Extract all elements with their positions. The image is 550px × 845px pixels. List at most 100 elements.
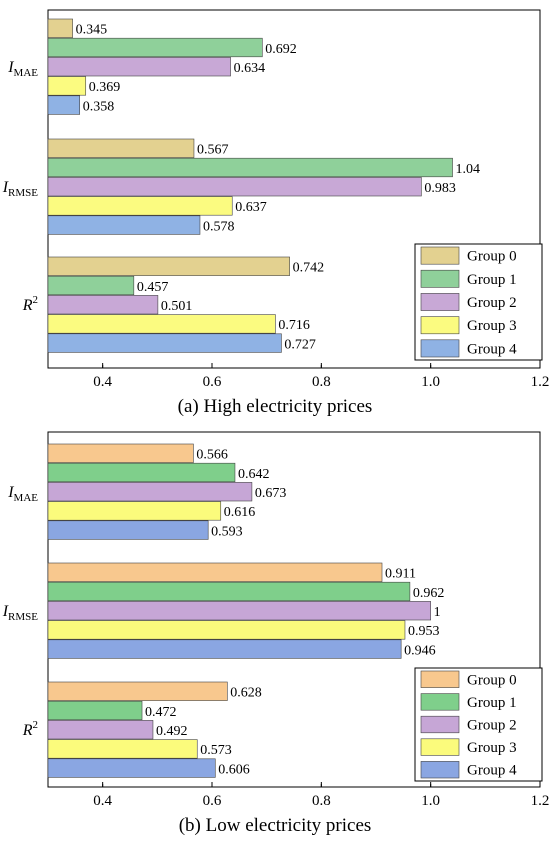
legend-label: Group 1 bbox=[467, 272, 517, 288]
category-label-main: R bbox=[22, 297, 33, 314]
bar-group-0-rmse bbox=[47, 562, 383, 582]
value-label: 0.578 bbox=[203, 219, 235, 234]
legend-label: Group 2 bbox=[467, 295, 517, 311]
value-label: 0.727 bbox=[284, 337, 316, 352]
bar-group-3-rmse bbox=[47, 196, 233, 216]
legend-label: Group 3 bbox=[467, 740, 517, 756]
bar-group-2-mae bbox=[47, 57, 231, 77]
bar-group-3-mae bbox=[47, 76, 87, 96]
category-label-main: R bbox=[22, 722, 33, 739]
value-label: 0.673 bbox=[255, 486, 287, 501]
x-tick-label: 1.2 bbox=[531, 374, 550, 390]
value-label: 0.962 bbox=[413, 586, 445, 601]
category-label-main: I bbox=[7, 59, 14, 76]
value-label: 0.642 bbox=[238, 467, 270, 482]
x-tick-label: 0.6 bbox=[203, 793, 222, 809]
value-label: 1.04 bbox=[456, 162, 481, 177]
legend-swatch bbox=[420, 339, 460, 358]
bar-group-4-r2 bbox=[47, 758, 216, 778]
legend-swatch bbox=[420, 246, 460, 265]
bar-group-1-r2 bbox=[47, 700, 143, 721]
bar-group-2-rmse bbox=[47, 177, 422, 197]
legend-label: Group 0 bbox=[467, 249, 517, 265]
bar-group-4-mae bbox=[47, 95, 81, 115]
bar-group-2-r2 bbox=[47, 295, 159, 315]
legend-label: Group 2 bbox=[467, 718, 517, 734]
legend-swatch bbox=[420, 670, 460, 688]
legend-swatch bbox=[420, 693, 460, 711]
x-tick-label: 0.6 bbox=[203, 374, 222, 390]
bar-group-0-r2 bbox=[47, 256, 290, 276]
bar-group-2-r2 bbox=[47, 720, 154, 740]
value-label: 0.983 bbox=[424, 181, 456, 196]
bar-group-0-mae bbox=[47, 443, 194, 463]
category-label-superscript: 2 bbox=[33, 719, 39, 731]
value-label: 0.457 bbox=[137, 280, 169, 295]
value-label: 0.616 bbox=[224, 505, 256, 520]
x-tick-label: 0.4 bbox=[93, 374, 112, 390]
bar-group-1-mae bbox=[47, 37, 263, 58]
bar-group-3-mae bbox=[47, 501, 222, 521]
bar-group-3-r2 bbox=[47, 739, 198, 759]
bar-group-4-r2 bbox=[47, 333, 282, 353]
category-label-subscript: MAE bbox=[14, 67, 39, 79]
bar-group-0-mae bbox=[47, 18, 73, 38]
legend-label: Group 1 bbox=[467, 695, 517, 711]
bar-group-2-mae bbox=[47, 482, 253, 502]
x-tick-label: 1.2 bbox=[531, 793, 550, 809]
bar-group-1-rmse bbox=[47, 157, 453, 178]
caption-high-electricity-prices: (a) High electricity prices bbox=[177, 396, 373, 417]
value-label: 0.567 bbox=[197, 143, 229, 158]
legend-swatch bbox=[420, 761, 460, 779]
category-label: R2 bbox=[22, 719, 38, 739]
legend-label: Group 4 bbox=[467, 763, 517, 779]
category-label: IRMSE bbox=[2, 179, 39, 199]
bar-group-1-r2 bbox=[47, 275, 135, 296]
bar-group-1-mae bbox=[47, 462, 236, 483]
x-tick-label: 1.0 bbox=[421, 793, 440, 809]
category-label: R2 bbox=[22, 294, 38, 314]
legend-label: Group 0 bbox=[467, 672, 517, 688]
value-label: 0.501 bbox=[161, 299, 193, 314]
category-label-subscript: RMSE bbox=[8, 611, 38, 623]
category-label-main: I bbox=[7, 484, 14, 501]
bar-group-3-r2 bbox=[47, 314, 276, 334]
value-label: 0.358 bbox=[83, 99, 115, 114]
value-label: 0.566 bbox=[196, 448, 228, 463]
x-tick-label: 0.8 bbox=[312, 374, 331, 390]
value-label: 0.369 bbox=[89, 80, 121, 95]
category-label-subscript: RMSE bbox=[8, 187, 38, 199]
legend-label: Group 4 bbox=[467, 341, 517, 357]
category-label-main: I bbox=[2, 179, 9, 196]
legend-swatch bbox=[420, 316, 460, 335]
value-label: 1 bbox=[434, 605, 441, 620]
bar-group-1-rmse bbox=[47, 581, 411, 602]
legend-label: Group 3 bbox=[467, 318, 517, 334]
value-label: 0.742 bbox=[293, 261, 325, 276]
value-label: 0.593 bbox=[211, 524, 243, 539]
value-label: 0.692 bbox=[265, 42, 297, 57]
value-label: 0.953 bbox=[408, 624, 440, 639]
value-label: 0.472 bbox=[145, 705, 177, 720]
bar-group-4-rmse bbox=[47, 639, 402, 659]
bar-group-0-r2 bbox=[47, 681, 228, 701]
bar-group-4-mae bbox=[47, 520, 209, 540]
category-label: IMAE bbox=[7, 484, 38, 504]
category-label-subscript: MAE bbox=[14, 492, 39, 504]
bar-group-3-rmse bbox=[47, 620, 406, 640]
bar-group-2-rmse bbox=[47, 601, 431, 621]
value-label: 0.573 bbox=[200, 743, 232, 758]
caption-low-electricity-prices: (b) Low electricity prices bbox=[178, 815, 372, 836]
category-label-superscript: 2 bbox=[33, 294, 39, 306]
value-label: 0.345 bbox=[76, 23, 108, 38]
legend-swatch bbox=[420, 738, 460, 756]
value-label: 0.634 bbox=[234, 61, 266, 76]
chart-panel-low-prices: 0.5660.6420.6730.6160.593IMAE0.9110.9621… bbox=[2, 431, 550, 809]
legend-swatch bbox=[420, 269, 460, 288]
category-label: IMAE bbox=[7, 59, 38, 79]
category-label: IRMSE bbox=[2, 603, 39, 623]
value-label: 0.492 bbox=[156, 724, 188, 739]
chart-panel-high-prices: 0.3450.6920.6340.3690.358IMAE0.5671.040.… bbox=[2, 9, 550, 390]
legend-swatch bbox=[420, 715, 460, 734]
